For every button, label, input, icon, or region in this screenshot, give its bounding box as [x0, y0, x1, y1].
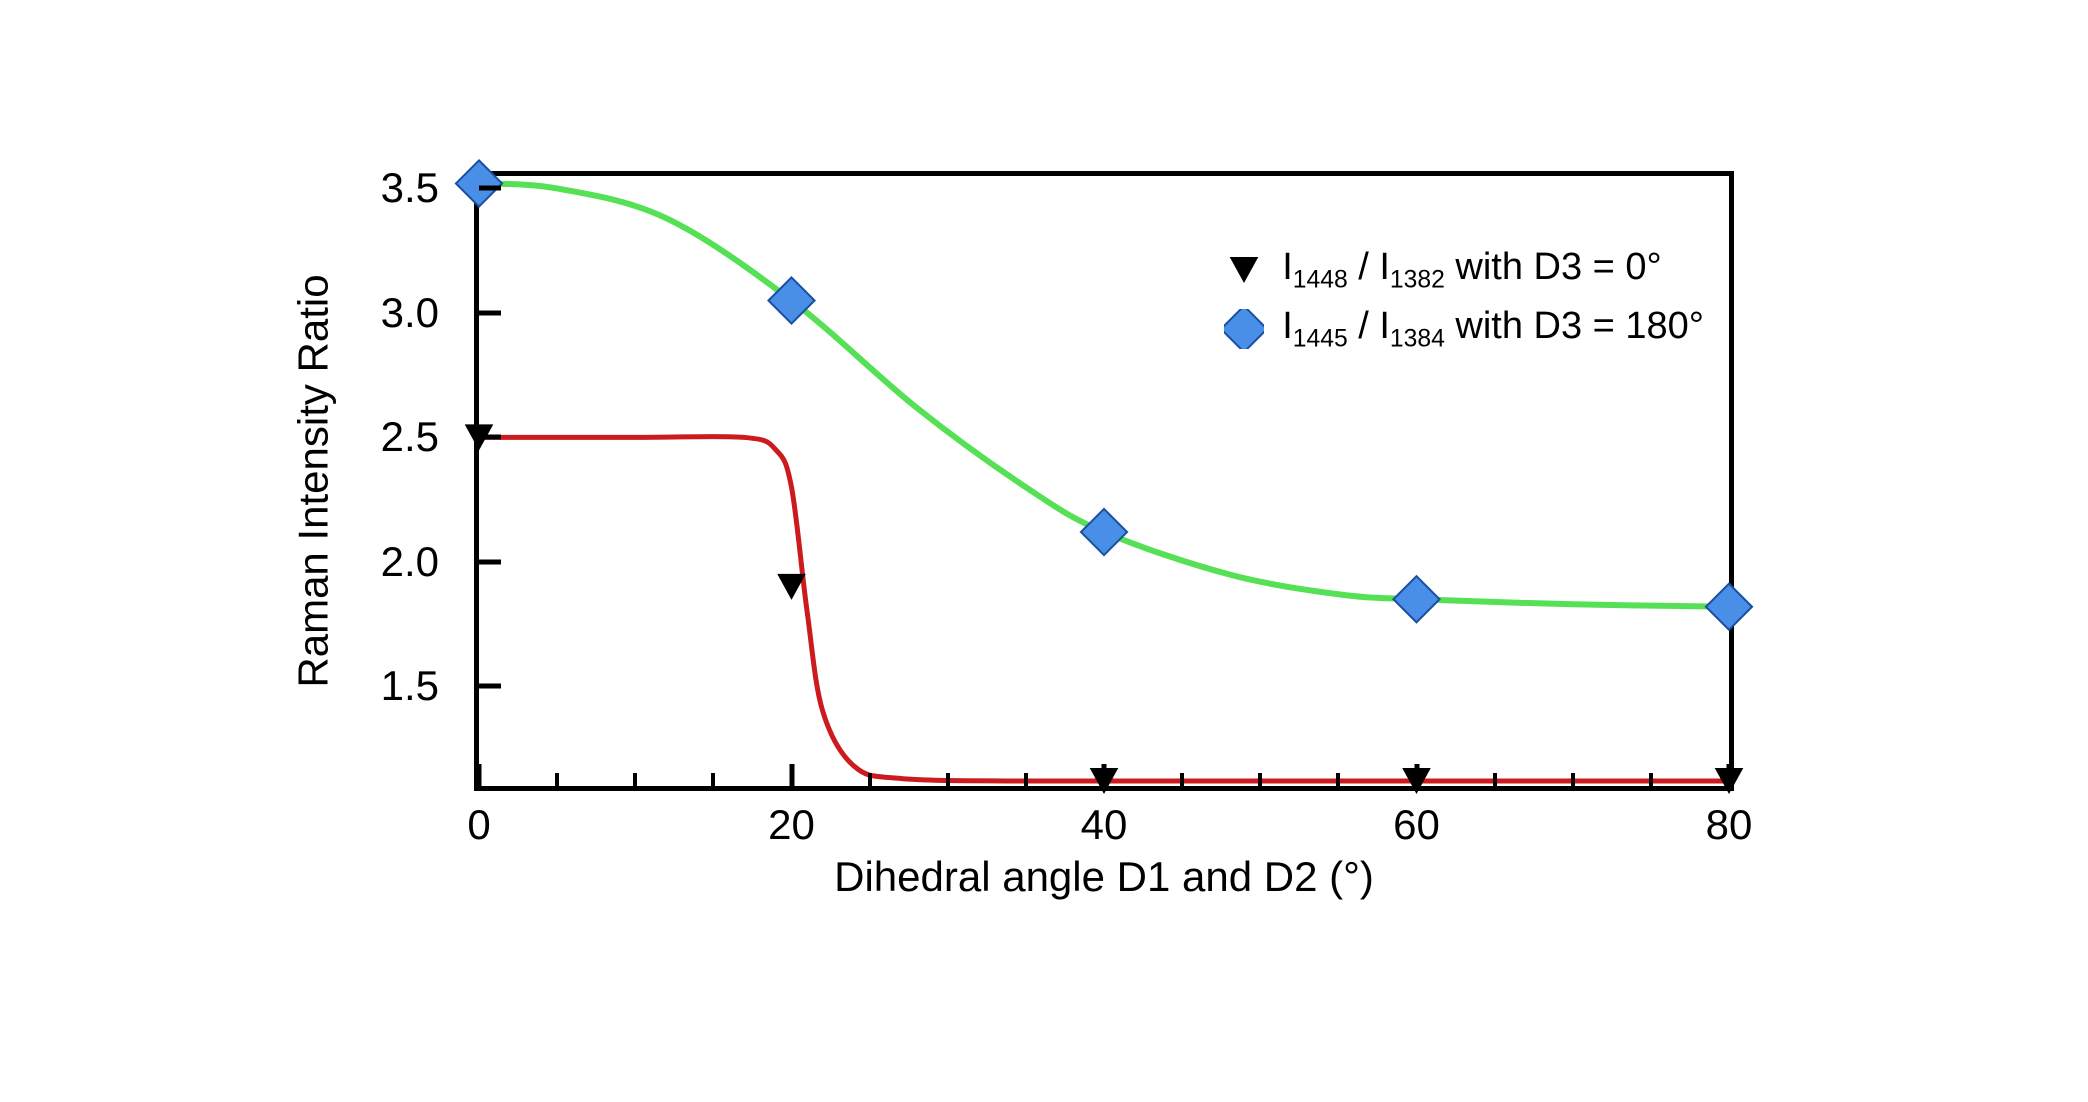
x-minor-tick	[711, 773, 715, 786]
x-minor-tick	[946, 773, 950, 786]
x-minor-tick	[1336, 773, 1340, 786]
plot-area: Raman Intensity Ratio Dihedral angle D1 …	[474, 171, 1734, 791]
legend-marker-d3_180	[1224, 309, 1264, 349]
x-tick	[1727, 764, 1732, 786]
x-minor-tick	[868, 773, 872, 786]
y-tick-label: 1.5	[381, 662, 439, 710]
x-minor-tick	[1258, 773, 1262, 786]
y-tick	[479, 684, 501, 689]
marker-d3_180	[1706, 584, 1752, 630]
x-tick	[1414, 764, 1419, 786]
x-tick-label: 60	[1393, 801, 1440, 849]
legend-marker-d3_0	[1224, 250, 1264, 290]
y-tick	[479, 186, 501, 191]
raman-chart: Raman Intensity Ratio Dihedral angle D1 …	[294, 131, 1794, 971]
x-minor-tick	[1024, 773, 1028, 786]
legend: I1448 / I1382 with D3 = 0° I1445 / I1384 …	[1224, 246, 1704, 363]
y-tick-label: 3.0	[381, 289, 439, 337]
marker-d3_180	[1393, 576, 1439, 622]
x-minor-tick	[1493, 773, 1497, 786]
x-minor-tick	[555, 773, 559, 786]
x-tick-label: 80	[1706, 801, 1753, 849]
y-axis-label: Raman Intensity Ratio	[290, 274, 338, 687]
legend-row-d3_180: I1445 / I1384 with D3 = 180°	[1224, 305, 1704, 354]
x-minor-tick	[633, 773, 637, 786]
x-tick	[1102, 764, 1107, 786]
x-minor-tick	[1180, 773, 1184, 786]
marker-d3_180	[1081, 509, 1127, 555]
line-d3_0	[479, 437, 1729, 782]
x-tick-label: 0	[467, 801, 490, 849]
x-tick-label: 40	[1081, 801, 1128, 849]
x-minor-tick	[1649, 773, 1653, 786]
y-tick-label: 2.5	[381, 413, 439, 461]
marker-d3_180	[456, 160, 502, 206]
legend-label-d3_180: I1445 / I1384 with D3 = 180°	[1282, 305, 1704, 354]
legend-label-d3_0: I1448 / I1382 with D3 = 0°	[1282, 246, 1662, 295]
x-tick-label: 20	[768, 801, 815, 849]
x-tick	[789, 764, 794, 786]
y-tick-label: 3.5	[381, 164, 439, 212]
x-axis-label: Dihedral angle D1 and D2 (°)	[834, 853, 1374, 901]
x-tick	[477, 764, 482, 786]
y-tick	[479, 310, 501, 315]
y-tick	[479, 559, 501, 564]
legend-row-d3_0: I1448 / I1382 with D3 = 0°	[1224, 246, 1704, 295]
y-tick	[479, 435, 501, 440]
y-tick-label: 2.0	[381, 538, 439, 586]
x-minor-tick	[1571, 773, 1575, 786]
